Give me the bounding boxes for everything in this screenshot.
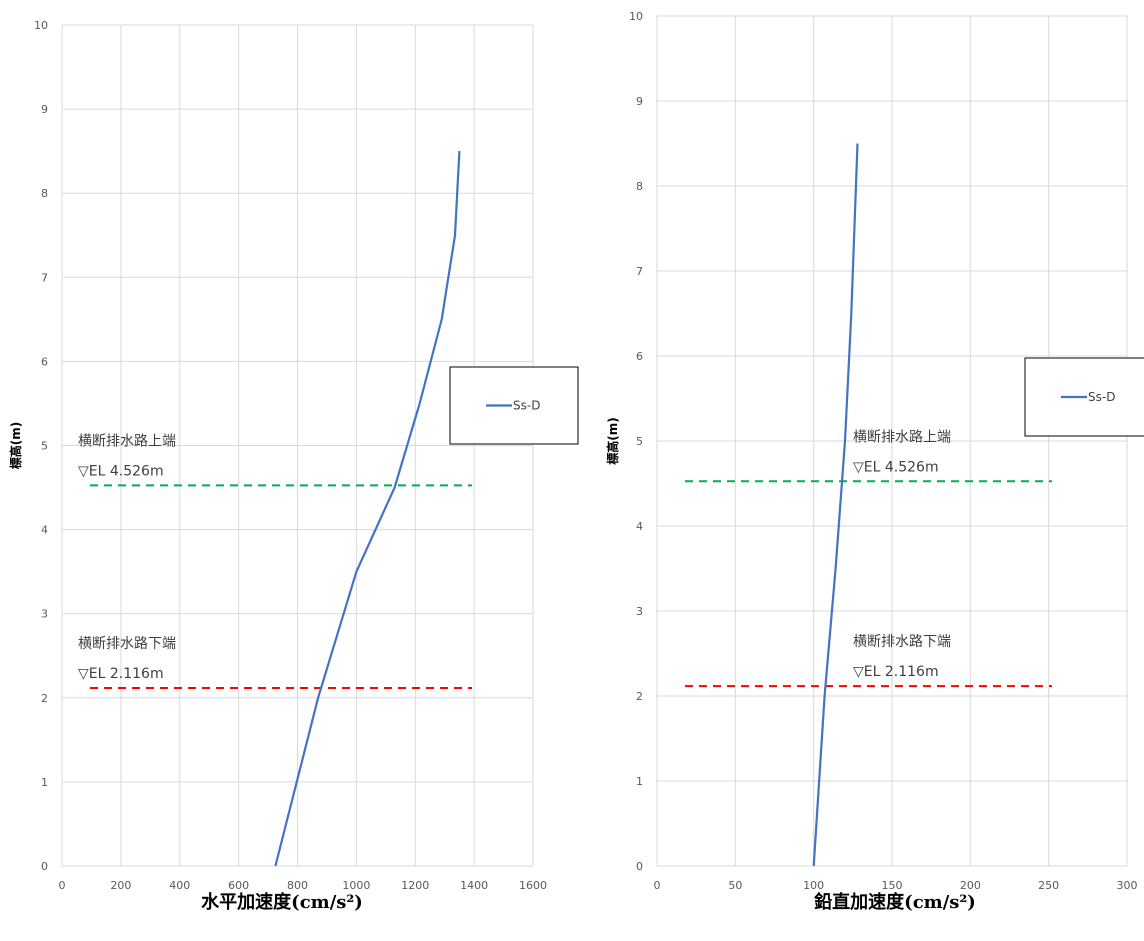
y-tick-label: 10 [629, 10, 643, 23]
y-tick-label: 8 [636, 180, 643, 193]
x-tick-label: 600 [228, 879, 249, 892]
annotation-value-label: ▽EL 2.116m [853, 664, 939, 680]
y-tick-label: 2 [636, 690, 643, 703]
y-tick-label: 1 [636, 775, 643, 788]
legend-label: Ss-D [1088, 390, 1115, 404]
y-tick-label: 0 [636, 860, 643, 873]
annotation-label: 横断排水路下端 [853, 634, 951, 650]
x-tick-label: 1000 [342, 879, 370, 892]
y-tick-label: 0 [41, 860, 48, 873]
x-tick-label: 0 [59, 879, 66, 892]
y-tick-label: 9 [636, 95, 643, 108]
x-tick-label: 800 [287, 879, 308, 892]
x-tick-label: 100 [803, 879, 824, 892]
x-axis-title: 水平加速度(cm/s²) [201, 891, 363, 913]
x-tick-label: 400 [169, 879, 190, 892]
legend-box [449, 366, 579, 445]
annotation-value-label: ▽EL 4.526m [78, 463, 164, 479]
x-tick-label: 300 [1117, 879, 1138, 892]
x-axis-title: 鉛直加速度(cm/s²) [814, 891, 976, 913]
y-tick-label: 3 [636, 605, 643, 618]
y-axis-title: 標高(m) [8, 422, 23, 469]
y-tick-label: 6 [636, 350, 643, 363]
y-tick-label: 8 [41, 187, 48, 200]
annotation-label: 横断排水路下端 [78, 636, 176, 652]
legend-label: Ss-D [513, 399, 540, 413]
y-tick-label: 4 [636, 520, 643, 533]
y-tick-label: 9 [41, 103, 48, 116]
y-tick-label: 2 [41, 692, 48, 705]
x-tick-label: 0 [654, 879, 661, 892]
y-tick-label: 6 [41, 355, 48, 368]
annotation-label: 横断排水路上端 [853, 429, 951, 445]
y-axis-title: 標高(m) [605, 417, 620, 464]
y-tick-label: 4 [41, 524, 48, 537]
y-tick-label: 5 [41, 440, 48, 453]
series-line [812, 143, 859, 867]
x-tick-label: 1200 [401, 879, 429, 892]
y-tick-label: 5 [636, 435, 643, 448]
x-tick-label: 200 [960, 879, 981, 892]
series-line [274, 151, 461, 867]
x-tick-label: 1600 [519, 879, 547, 892]
x-tick-label: 200 [110, 879, 131, 892]
x-tick-label: 250 [1038, 879, 1059, 892]
y-tick-label: 7 [41, 271, 48, 284]
annotation-value-label: ▽EL 2.116m [78, 666, 164, 682]
y-tick-label: 3 [41, 608, 48, 621]
y-tick-label: 1 [41, 776, 48, 789]
y-tick-label: 10 [34, 19, 48, 32]
x-tick-label: 150 [882, 879, 903, 892]
x-tick-label: 50 [728, 879, 742, 892]
annotation-label: 横断排水路上端 [78, 433, 176, 449]
y-tick-label: 7 [636, 265, 643, 278]
annotation-value-label: ▽EL 4.526m [853, 459, 939, 475]
x-tick-label: 1400 [460, 879, 488, 892]
